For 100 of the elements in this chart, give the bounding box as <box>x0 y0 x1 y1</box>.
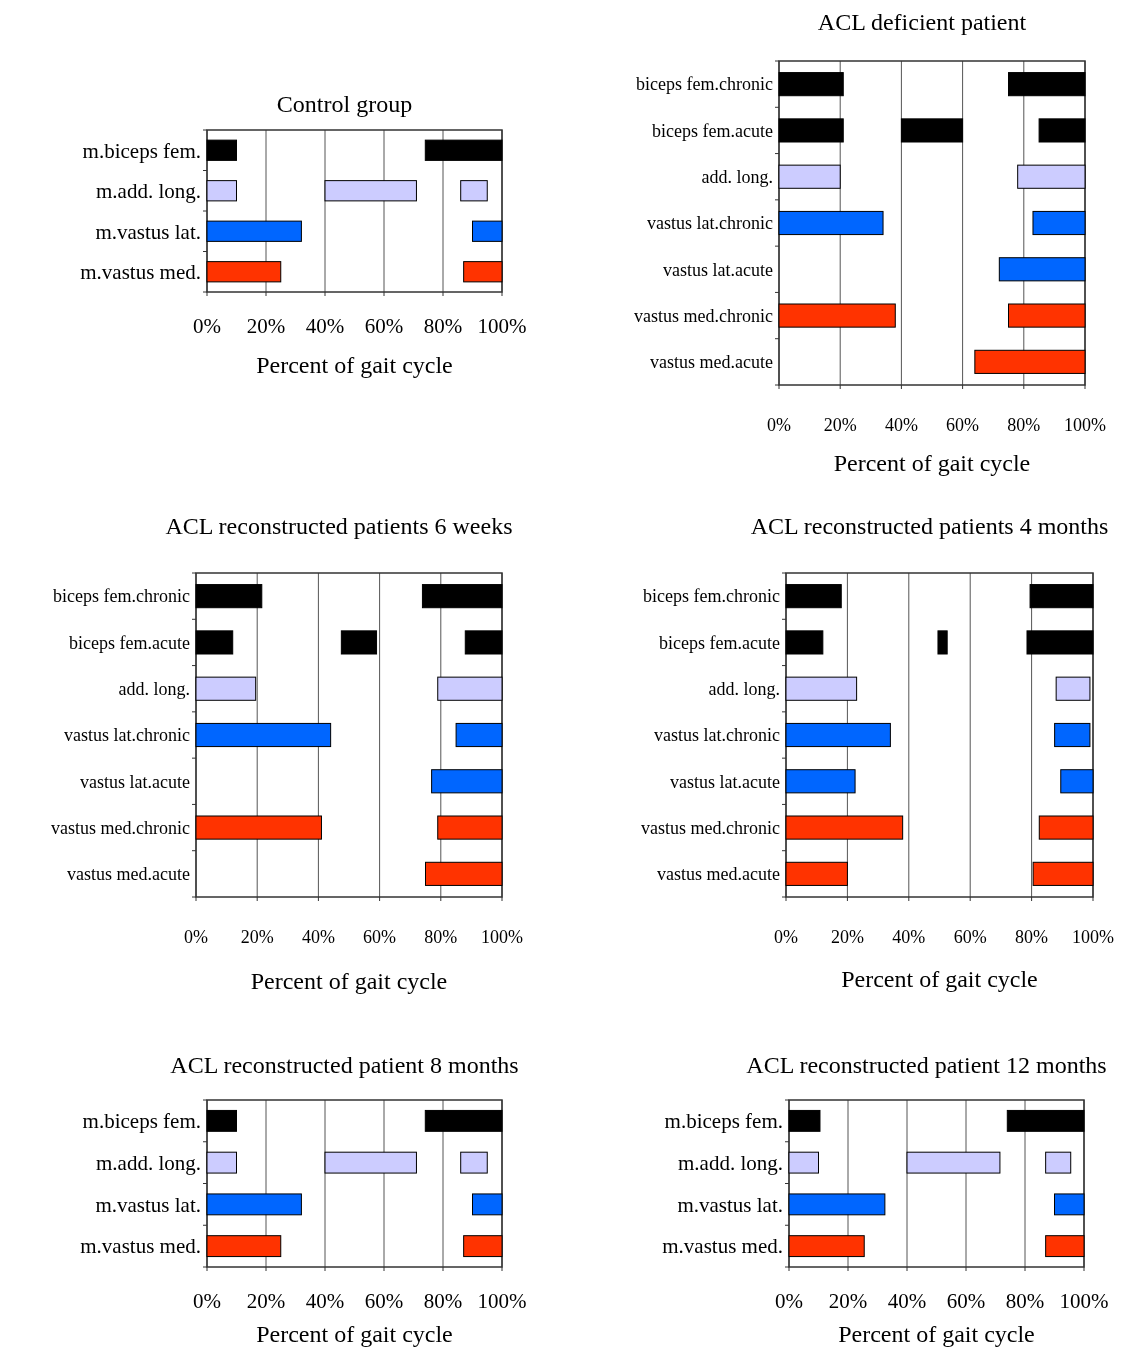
bar <box>437 815 503 840</box>
y-tick-label: vastus lat.chronic <box>654 725 781 746</box>
x-axis-title: Percent of gait cycle <box>250 968 448 994</box>
chart-title: Control group <box>276 91 413 117</box>
bar <box>1032 210 1086 236</box>
x-axis-title: Percent of gait cycle <box>256 352 453 378</box>
x-tick-label: 60% <box>364 1289 404 1313</box>
chart-title: ACL reconstructed patient 12 months <box>746 1052 1107 1078</box>
x-tick-label: 20% <box>830 927 864 947</box>
y-tick-label: add. long. <box>708 679 780 700</box>
chart-title: ACL deficient patient <box>817 9 1027 35</box>
y-tick-label: m.biceps fem. <box>82 138 201 163</box>
x-tick-label: 20% <box>246 314 286 338</box>
y-tick-label: m.vastus lat. <box>677 1192 783 1217</box>
y-tick-label: m.vastus med. <box>80 260 201 285</box>
y-tick-label: vastus med.chronic <box>51 817 191 838</box>
x-tick-label: 20% <box>828 1289 868 1313</box>
x-tick-label: 0% <box>184 927 208 947</box>
y-tick-label: vastus lat.acute <box>663 259 773 280</box>
x-tick-label: 80% <box>1005 1289 1045 1313</box>
x-tick-label: 80% <box>423 314 463 338</box>
x-tick-label: 60% <box>364 314 404 338</box>
y-tick-label: vastus med.chronic <box>641 817 781 838</box>
y-tick-label: vastus lat.acute <box>80 771 190 792</box>
bar <box>431 769 503 794</box>
x-tick-label: 20% <box>823 415 857 435</box>
x-tick-label: 0% <box>193 1289 221 1313</box>
bar <box>1026 630 1094 655</box>
x-tick-label: 40% <box>301 927 335 947</box>
y-tick-label: biceps fem.acute <box>69 632 191 653</box>
x-tick-label: 40% <box>887 1289 927 1313</box>
x-tick-label: 0% <box>193 314 221 338</box>
x-tick-label: 40% <box>884 415 918 435</box>
x-axis-title: Percent of gait cycle <box>841 966 1038 992</box>
bar <box>998 257 1086 282</box>
y-tick-label: m.add. long. <box>678 1150 783 1175</box>
y-tick-label: vastus med.acute <box>657 864 780 885</box>
bar <box>455 722 503 748</box>
bar <box>464 630 503 655</box>
bar <box>195 630 234 655</box>
x-axis-title: Percent of gait cycle <box>833 450 1031 476</box>
y-tick-label: biceps fem.acute <box>652 120 774 141</box>
chart-title: ACL reconstructed patient 8 months <box>170 1052 519 1078</box>
chart-title: ACL reconstructed patients 6 weeks <box>165 513 513 539</box>
x-tick-label: 100% <box>1064 415 1106 435</box>
y-tick-label: m.biceps fem. <box>664 1109 783 1134</box>
y-tick-label: vastus lat.chronic <box>647 213 774 234</box>
x-tick-label: 80% <box>1015 927 1049 947</box>
y-tick-label: biceps fem.chronic <box>643 586 780 607</box>
x-tick-label: 80% <box>1007 415 1041 435</box>
x-tick-label: 40% <box>305 1289 345 1313</box>
bar <box>785 676 858 701</box>
bar <box>778 72 844 97</box>
bar <box>1045 1151 1072 1174</box>
y-tick-label: m.add. long. <box>96 179 201 204</box>
bar <box>425 861 503 886</box>
x-tick-label: 0% <box>774 927 798 947</box>
y-tick-label: vastus lat.chronic <box>64 725 191 746</box>
x-tick-label: 100% <box>481 927 523 947</box>
y-tick-label: m.add. long. <box>96 1150 201 1175</box>
y-tick-label: biceps fem.chronic <box>636 74 773 95</box>
y-tick-label: m.vastus lat. <box>95 1192 201 1217</box>
y-tick-label: biceps fem.acute <box>659 632 781 653</box>
x-tick-label: 100% <box>477 314 527 338</box>
y-tick-label: add. long. <box>701 167 773 188</box>
bar <box>437 676 503 701</box>
y-tick-label: m.biceps fem. <box>82 1109 201 1134</box>
y-tick-label: add. long. <box>118 679 190 700</box>
bar <box>1038 118 1086 143</box>
bar <box>778 118 844 143</box>
y-tick-label: vastus lat.acute <box>670 771 780 792</box>
x-tick-label: 80% <box>423 1289 463 1313</box>
bar <box>1055 676 1091 701</box>
x-tick-label: 20% <box>246 1289 286 1313</box>
y-tick-label: vastus med.acute <box>650 352 773 373</box>
bar <box>460 1151 488 1174</box>
y-tick-label: vastus med.chronic <box>634 305 774 326</box>
bar <box>778 164 841 189</box>
x-tick-label: 40% <box>305 314 345 338</box>
x-tick-label: 0% <box>775 1289 803 1313</box>
bar <box>195 584 263 609</box>
x-tick-label: 0% <box>767 415 791 435</box>
y-tick-label: biceps fem.chronic <box>53 586 190 607</box>
x-tick-label: 20% <box>240 927 274 947</box>
x-tick-label: 60% <box>363 927 397 947</box>
x-tick-label: 60% <box>946 1289 986 1313</box>
y-tick-label: m.vastus lat. <box>95 219 201 244</box>
bar <box>1017 164 1086 189</box>
x-tick-label: 100% <box>477 1289 527 1313</box>
x-tick-label: 80% <box>424 927 458 947</box>
y-tick-label: m.vastus med. <box>662 1234 783 1259</box>
x-tick-label: 100% <box>1072 927 1114 947</box>
y-tick-label: m.vastus med. <box>80 1234 201 1259</box>
chart-title: ACL reconstructed patients 4 months <box>750 513 1109 539</box>
bar <box>974 349 1086 374</box>
bar <box>460 180 488 202</box>
y-tick-label: vastus med.acute <box>67 864 190 885</box>
x-tick-label: 100% <box>1059 1289 1109 1313</box>
bar <box>1008 303 1086 328</box>
x-tick-label: 60% <box>953 927 987 947</box>
